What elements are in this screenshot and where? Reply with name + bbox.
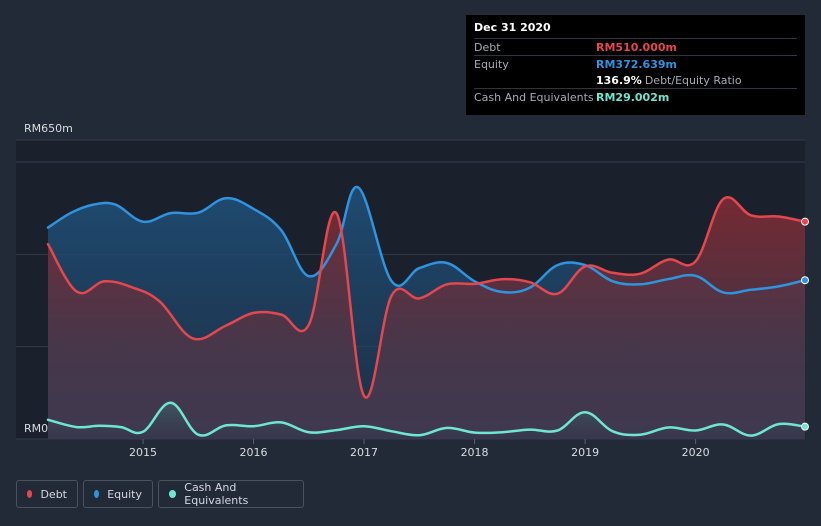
equity-dot-icon [94, 490, 100, 498]
cash-endpoint [801, 422, 809, 431]
tooltip-equity-label: Equity [474, 57, 509, 71]
tooltip-date: Dec 31 2020 [474, 21, 551, 34]
tooltip-ratio-row: 136.9% Debt/Equity Ratio [474, 72, 797, 88]
debt-line [46, 196, 807, 399]
series-areas [48, 186, 805, 439]
tooltip-cash-value: RM29.002m [596, 90, 670, 104]
y-axis-top-label: RM650m [24, 122, 73, 135]
cash-dot-icon [169, 490, 177, 498]
series-endpoints [801, 217, 809, 431]
tooltip-cash-row: Cash And Equivalents RM29.002m [474, 88, 797, 105]
legend-equity-label: Equity [107, 487, 142, 501]
x-tick-label: 2016 [240, 446, 268, 459]
tooltip-debt-label: Debt [474, 40, 501, 54]
tooltip-ratio-value: 136.9% [596, 73, 642, 87]
legend-cash[interactable]: Cash And Equivalents [158, 480, 304, 508]
legend-debt-label: Debt [40, 487, 67, 501]
tooltip-cash-label: Cash And Equivalents [474, 90, 594, 104]
tooltip-ratio-label: Debt/Equity Ratio [644, 73, 742, 87]
tooltip-equity-row: Equity RM372.639m [474, 55, 797, 72]
data-tooltip: Dec 31 2020 Debt RM510.000m Equity RM372… [466, 15, 805, 115]
legend-equity[interactable]: Equity [83, 480, 153, 508]
debt-area [48, 197, 805, 439]
legend-debt[interactable]: Debt [16, 480, 78, 508]
equity-endpoint [801, 276, 809, 285]
x-tick-label: 2015 [129, 446, 157, 459]
cash-area [48, 402, 805, 439]
tooltip-debt-value: RM510.000m [596, 40, 677, 54]
series-lines [46, 186, 807, 437]
x-tick-label: 2019 [571, 446, 599, 459]
y-axis-bottom-label: RM0 [24, 422, 48, 435]
debt-endpoint [801, 217, 809, 226]
x-tick-label: 2018 [461, 446, 489, 459]
cash-line [46, 401, 807, 437]
equity-line [46, 186, 807, 295]
x-tick-label: 2020 [682, 446, 710, 459]
tooltip-debt-row: Debt RM510.000m [474, 38, 797, 55]
tooltip-equity-value: RM372.639m [596, 57, 677, 71]
debt-dot-icon [27, 490, 33, 498]
x-tick-label: 2017 [350, 446, 378, 459]
x-axis: 2015 2016 2017 2018 2019 2020 [129, 439, 710, 459]
legend-cash-label: Cash And Equivalents [184, 481, 249, 507]
